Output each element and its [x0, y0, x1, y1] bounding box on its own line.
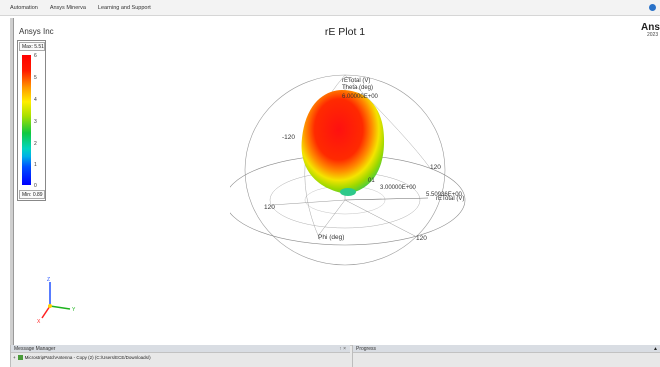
axis-line	[271, 199, 346, 206]
legend-max-label: Max: 5.51	[19, 42, 45, 51]
triad-y-label: Y	[72, 307, 76, 313]
message-manager-panel: Message Manager ↑ × + MicrostripPatchAnte…	[10, 345, 350, 367]
label-rtotal-right: rETotal (V)	[436, 196, 464, 202]
lobe-base	[340, 188, 356, 196]
label-left-lower-angle: 120	[264, 204, 275, 211]
axis-line	[344, 197, 429, 201]
legend-tick: 3	[34, 119, 37, 125]
label-center-small: 01	[368, 178, 375, 184]
window-frame-divider	[13, 18, 14, 348]
message-manager-header: Message Manager	[11, 345, 350, 353]
label-theta: Theta (deg)	[342, 85, 373, 91]
legend-tick: 4	[34, 97, 37, 103]
coordinate-triad: Z Y X	[37, 277, 76, 325]
label-phi: Phi (deg)	[318, 234, 344, 241]
meridian-line	[344, 74, 431, 169]
axis-line	[344, 199, 416, 237]
triad-x-label: X	[37, 319, 41, 325]
triad-z-label: Z	[47, 277, 50, 283]
label-rtotal-top: rETotal (V)	[342, 78, 370, 84]
legend-min-label: Min: 0.89	[19, 190, 45, 199]
radiation-pattern-plot[interactable]: rETotal (V) Theta (deg) 6.00000E+00 -120…	[230, 60, 510, 270]
legend-tick: 6	[34, 53, 37, 59]
menu-automation[interactable]: Automation	[10, 4, 38, 11]
legend-tick: 2	[34, 141, 37, 147]
progress-panel: Progress ▲	[352, 345, 660, 367]
plot-title: rE Plot 1	[324, 26, 366, 38]
menu-learning-support[interactable]: Learning and Support	[97, 4, 151, 11]
menu-bar: Automation Ansys Minerva Learning and Su…	[0, 0, 660, 16]
label-center-value: 3.00000E+00	[380, 185, 417, 191]
progress-arrow-icon[interactable]: ▲	[653, 346, 658, 352]
legend-color-bar	[22, 55, 31, 185]
window-frame-left	[10, 18, 13, 348]
company-label: Ansys Inc	[19, 27, 54, 36]
axis-line	[317, 199, 346, 237]
legend-tick: 5	[34, 75, 37, 81]
color-legend: Max: 5.51 6 5 4 3 2 1 0 Min: 0.89	[17, 40, 46, 201]
legend-tick: 0	[34, 183, 37, 189]
label-left-angle: -120	[282, 134, 295, 141]
project-icon	[17, 355, 23, 361]
label-right-value: 5.50936E+00	[426, 192, 463, 198]
message-manager-controls[interactable]: ↑ ×	[339, 346, 346, 352]
message-row-text: MicrostripPatchAntenna - Copy (2) (C:/Us…	[24, 355, 151, 360]
message-row[interactable]: + MicrostripPatchAntenna - Copy (2) (C:/U…	[13, 355, 151, 361]
label-right-angle: 120	[430, 164, 441, 171]
brand-sub: 2023	[647, 32, 659, 38]
label-right-lower-angle: 120	[416, 235, 427, 242]
label-top-value: 6.00000E+00	[342, 94, 379, 100]
brand-logo: Ansy	[641, 22, 660, 33]
progress-header: Progress	[353, 345, 660, 353]
help-icon[interactable]	[649, 4, 656, 11]
menu-ansys-minerva[interactable]: Ansys Minerva	[49, 4, 86, 11]
legend-tick: 1	[34, 162, 37, 168]
main-lobe	[301, 90, 385, 194]
